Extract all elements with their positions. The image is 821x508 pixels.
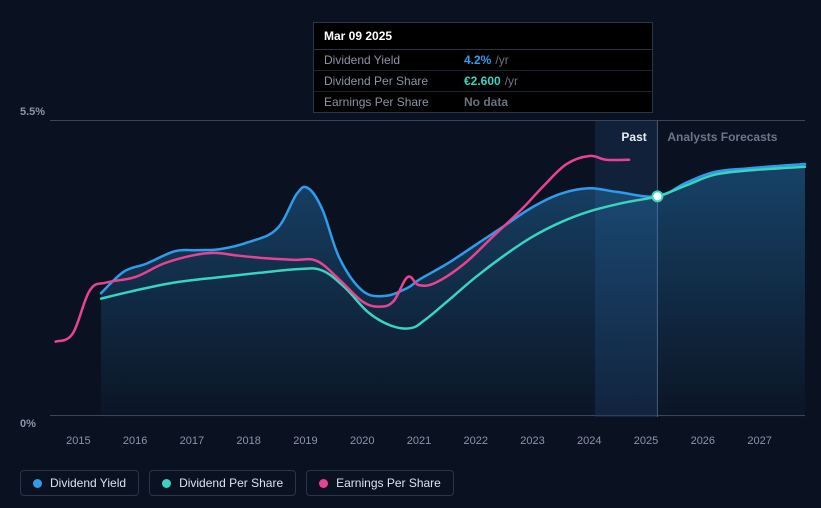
- dividend-chart-container: Mar 09 2025 Dividend Yield4.2%/yrDividen…: [0, 0, 821, 508]
- legend-label: Dividend Yield: [50, 476, 126, 490]
- forecast-label: Analysts Forecasts: [667, 130, 777, 144]
- chart-tooltip: Mar 09 2025 Dividend Yield4.2%/yrDividen…: [313, 22, 653, 113]
- legend-dot-icon: [162, 479, 171, 488]
- x-tick: 2024: [577, 435, 601, 447]
- tooltip-row-label: Earnings Per Share: [324, 95, 464, 109]
- past-label: Past: [621, 130, 646, 144]
- tooltip-row-label: Dividend Per Share: [324, 74, 464, 88]
- series-fill-dividend_yield: [101, 164, 805, 417]
- legend-dot-icon: [319, 479, 328, 488]
- legend-item[interactable]: Dividend Yield: [20, 470, 139, 496]
- tooltip-row: Dividend Per Share€2.600/yr: [314, 71, 652, 92]
- tooltip-row-suffix: /yr: [495, 53, 508, 67]
- x-tick: 2027: [747, 435, 771, 447]
- hover-marker: [652, 191, 662, 201]
- x-tick: 2016: [123, 435, 147, 447]
- x-tick: 2020: [350, 435, 374, 447]
- tooltip-row-value: No data: [464, 95, 508, 109]
- tooltip-date: Mar 09 2025: [314, 23, 652, 50]
- legend-item[interactable]: Earnings Per Share: [306, 470, 454, 496]
- x-tick: 2018: [236, 435, 260, 447]
- legend-dot-icon: [33, 479, 42, 488]
- y-axis-max-label: 5.5%: [20, 106, 45, 118]
- tooltip-row-suffix: /yr: [505, 74, 518, 88]
- x-tick: 2025: [634, 435, 658, 447]
- y-axis-min-label: 0%: [20, 418, 36, 430]
- x-tick: 2019: [293, 435, 317, 447]
- tooltip-row: Earnings Per ShareNo data: [314, 92, 652, 112]
- x-tick: 2021: [407, 435, 431, 447]
- legend-label: Earnings Per Share: [336, 476, 441, 490]
- tooltip-row-value: 4.2%/yr: [464, 53, 509, 67]
- chart-area: 5.5% 0%: [20, 108, 805, 428]
- tooltip-row-value: €2.600/yr: [464, 74, 518, 88]
- tooltip-row-label: Dividend Yield: [324, 53, 464, 67]
- chart-legend: Dividend Yield Dividend Per Share Earnings…: [20, 470, 454, 496]
- legend-item[interactable]: Dividend Per Share: [149, 470, 296, 496]
- plot-region[interactable]: [50, 120, 805, 416]
- x-axis-ticks: 2015 2016 2017 2018 2019 2020 2021 2022 2023 2024…: [50, 435, 805, 455]
- x-tick: 2015: [66, 435, 90, 447]
- tooltip-row: Dividend Yield4.2%/yr: [314, 50, 652, 71]
- legend-label: Dividend Per Share: [179, 476, 283, 490]
- x-tick: 2026: [691, 435, 715, 447]
- x-tick: 2023: [520, 435, 544, 447]
- x-tick: 2022: [464, 435, 488, 447]
- x-tick: 2017: [180, 435, 204, 447]
